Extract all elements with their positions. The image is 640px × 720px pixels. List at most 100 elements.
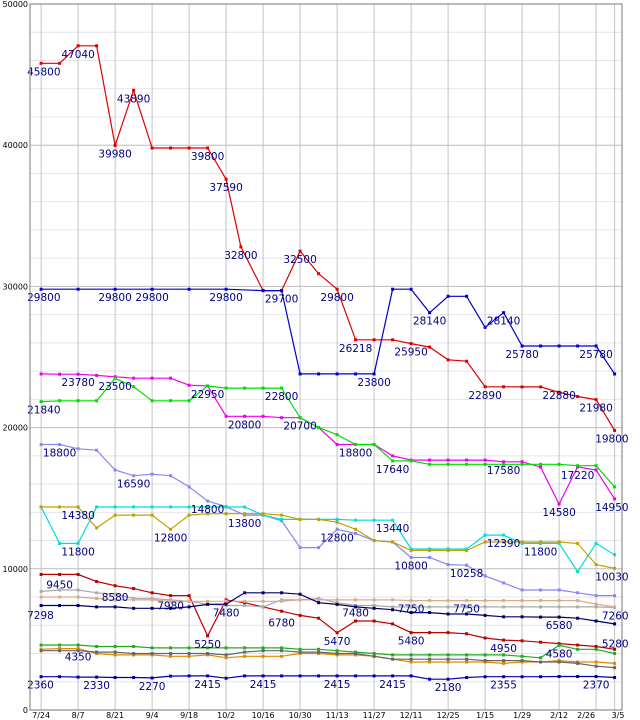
series-point xyxy=(335,527,339,531)
data-label: 20700 xyxy=(283,421,316,433)
series-point xyxy=(187,505,191,509)
series-point xyxy=(58,399,62,403)
series-point xyxy=(594,563,598,567)
series-point xyxy=(465,657,469,661)
series-point xyxy=(428,556,432,560)
series-point xyxy=(113,644,117,648)
series-point xyxy=(613,647,617,651)
series-point xyxy=(243,386,247,390)
series-point xyxy=(150,598,154,602)
series-point xyxy=(594,660,598,664)
data-label: 23780 xyxy=(61,377,94,389)
series-point xyxy=(243,512,247,516)
series-point xyxy=(39,643,43,647)
series-point xyxy=(539,656,543,660)
series-point xyxy=(502,462,506,466)
series-point xyxy=(335,433,339,437)
data-label: 2415 xyxy=(379,679,406,691)
series-point xyxy=(372,539,376,543)
series-point xyxy=(613,372,617,376)
series-point xyxy=(428,631,432,635)
data-label: 7260 xyxy=(602,610,629,622)
data-label: 2180 xyxy=(435,682,462,694)
series-point xyxy=(280,674,284,678)
series-line-13 xyxy=(41,647,615,665)
series-point xyxy=(372,372,376,376)
series-point xyxy=(502,311,506,315)
data-label: 22880 xyxy=(542,390,575,402)
series-point xyxy=(280,649,284,653)
series-point xyxy=(391,622,395,626)
data-label: 9450 xyxy=(46,580,73,592)
series-point xyxy=(483,605,487,609)
series-point xyxy=(150,652,154,656)
series-point xyxy=(428,462,432,466)
data-label: 45800 xyxy=(27,66,60,78)
series-point xyxy=(428,605,432,609)
series-point xyxy=(206,652,210,656)
data-label: 28140 xyxy=(487,316,520,328)
series-point xyxy=(428,657,432,661)
series-point xyxy=(224,602,228,606)
series-point xyxy=(354,527,358,531)
series-point xyxy=(483,462,487,466)
data-label: 10800 xyxy=(394,561,427,573)
series-point xyxy=(224,386,228,390)
series-point xyxy=(76,649,80,653)
series-point xyxy=(391,287,395,291)
series-point xyxy=(58,588,62,592)
series-point xyxy=(76,447,80,451)
data-label: 5280 xyxy=(602,638,629,650)
series-point xyxy=(280,386,284,390)
series-point xyxy=(187,605,191,609)
data-label: 8580 xyxy=(102,592,129,604)
series-point xyxy=(409,631,413,635)
series-point xyxy=(520,588,524,592)
series-point xyxy=(317,546,321,550)
series-point xyxy=(613,622,617,626)
data-label: 12800 xyxy=(320,532,353,544)
series-point xyxy=(261,649,265,653)
series-point xyxy=(224,177,228,181)
series-point xyxy=(39,287,43,291)
data-label: 32500 xyxy=(283,254,316,266)
series-point xyxy=(409,674,413,678)
series-point xyxy=(483,636,487,640)
series-point xyxy=(39,505,43,509)
data-label: 7480 xyxy=(342,607,369,619)
series-point xyxy=(39,443,43,447)
series-point xyxy=(372,518,376,522)
series-point xyxy=(317,517,321,521)
series-point xyxy=(58,572,62,576)
series-line-11 xyxy=(41,592,615,625)
data-label: 2415 xyxy=(194,679,221,691)
series-point xyxy=(187,594,191,598)
plot-border xyxy=(29,3,623,711)
series-point xyxy=(502,605,506,609)
series-point xyxy=(520,460,524,464)
series-point xyxy=(428,599,432,603)
series-point xyxy=(409,653,413,657)
series-point xyxy=(483,458,487,462)
series-point xyxy=(391,518,395,522)
series-point xyxy=(58,595,62,599)
series-point xyxy=(113,676,117,680)
series-point xyxy=(483,653,487,657)
data-label: 20800 xyxy=(228,419,261,431)
series-point xyxy=(76,541,80,545)
series-point xyxy=(132,513,136,517)
series-point xyxy=(594,644,598,648)
series-point xyxy=(520,639,524,643)
data-label: 2370 xyxy=(583,680,610,692)
series-point xyxy=(354,598,358,602)
data-label: 6780 xyxy=(268,617,295,629)
data-label: 7980 xyxy=(157,600,184,612)
series-point xyxy=(354,619,358,623)
series-point xyxy=(613,497,617,501)
plot-background xyxy=(30,4,622,710)
data-label: 4950 xyxy=(490,643,517,655)
series-point xyxy=(576,395,580,399)
series-point xyxy=(576,599,580,603)
series-point xyxy=(187,146,191,150)
series-point xyxy=(95,596,99,600)
